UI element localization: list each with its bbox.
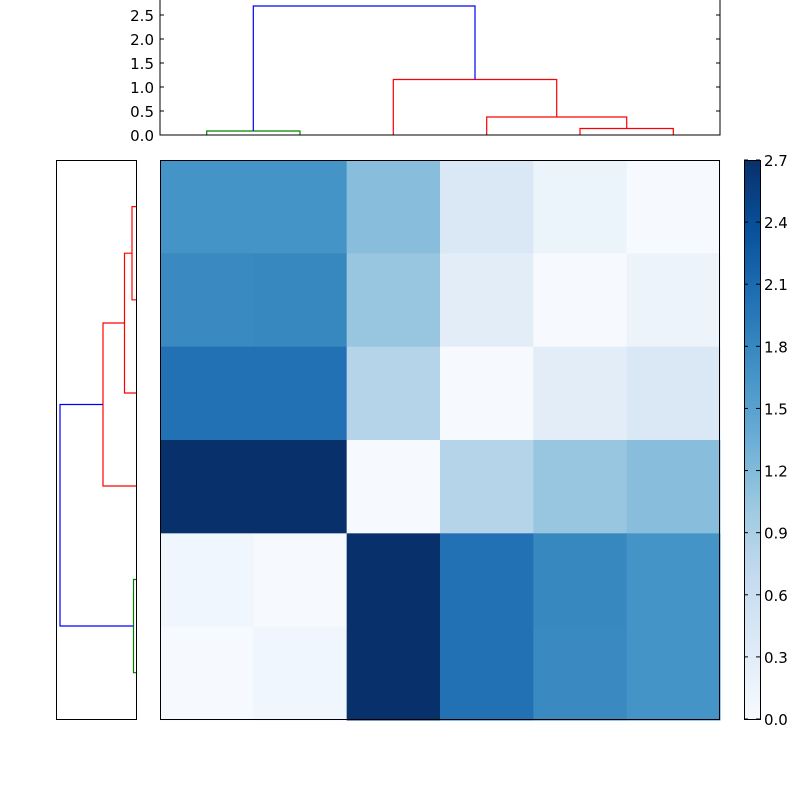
colorbar-tick-label: 0.6 (764, 587, 788, 605)
ytick-label: 1.5 (130, 55, 154, 73)
heatmap-cell (160, 346, 254, 441)
heatmap-cell (626, 440, 721, 534)
heatmap-cell (253, 346, 348, 441)
heatmap-cell (533, 253, 628, 348)
heatmap-cell (253, 160, 348, 254)
colorbar-tick-label: 1.2 (764, 463, 788, 481)
left-link-blue (59, 403, 134, 627)
heatmap-cell (346, 346, 441, 441)
top-dendrogram: 0.0 0.5 1.0 1.5 2.0 2.5 (130, 0, 721, 145)
heatmap-cell (160, 160, 254, 254)
heatmap-cell (533, 160, 628, 254)
heatmap-cell (160, 440, 254, 534)
heatmap-cell (253, 440, 348, 534)
colorbar: 0.0 0.3 0.6 0.9 1.2 1.5 1.8 2.1 2.4 2.7 (744, 152, 788, 729)
heatmap-cell (440, 533, 534, 628)
heatmap-cell (440, 160, 534, 254)
heatmap-cell (346, 440, 441, 534)
ytick-label: 0.5 (130, 103, 154, 121)
heatmap-cell (346, 533, 441, 628)
heatmap-frame (160, 160, 720, 720)
left-dendrogram (56, 160, 137, 720)
colorbar-tick-label: 2.4 (764, 214, 788, 232)
heatmap-cell (626, 160, 721, 254)
colorbar-tick-label: 1.8 (764, 338, 788, 356)
heatmap-cell (160, 533, 254, 628)
colorbar-tick-label: 0.3 (764, 649, 788, 667)
heatmap-cell (626, 346, 721, 441)
colorbar-tick-label: 2.1 (764, 276, 788, 294)
heatmap-cell (253, 533, 348, 628)
heatmap-cell (440, 346, 534, 441)
heatmap-cell (346, 626, 441, 721)
top-dendrogram-yticks: 0.0 0.5 1.0 1.5 2.0 2.5 (130, 7, 154, 145)
ytick-label: 1.0 (130, 79, 154, 97)
heatmap (160, 160, 721, 721)
colorbar-tick-label: 0.0 (764, 711, 788, 729)
ytick-label: 2.0 (130, 31, 154, 49)
heatmap-cell (533, 440, 628, 534)
colorbar-tick-label: 1.5 (764, 400, 788, 418)
heatmap-cell (440, 440, 534, 534)
heatmap-cell (253, 253, 348, 348)
heatmap-cell (533, 626, 628, 721)
heatmap-cell (346, 253, 441, 348)
heatmap-cell (253, 626, 348, 721)
heatmap-cell (626, 253, 721, 348)
heatmap-cell (346, 160, 441, 254)
ytick-label: 0.0 (130, 127, 154, 145)
heatmap-cell (533, 346, 628, 441)
heatmap-cell (440, 626, 534, 721)
colorbar-tick-label: 0.9 (764, 525, 788, 543)
top-link-blue (252, 5, 476, 131)
heatmap-cell (533, 533, 628, 628)
colorbar-tick-label: 2.7 (764, 152, 788, 170)
heatmap-cell (440, 253, 534, 348)
heatmap-cell (626, 626, 721, 721)
heatmap-cell (160, 253, 254, 348)
heatmap-cell (626, 533, 721, 628)
ytick-label: 2.5 (130, 7, 154, 25)
heatmap-cell (160, 626, 254, 721)
